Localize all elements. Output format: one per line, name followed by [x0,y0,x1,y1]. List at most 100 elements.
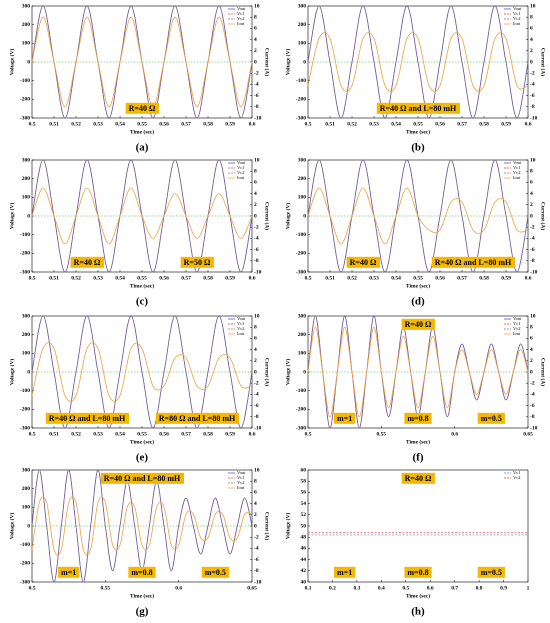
y-tick-label: 42 [301,568,307,574]
legend-label: Iout [237,21,245,26]
y-tick-label: 200 [298,332,307,338]
y-tick-label: 0 [27,213,30,219]
y2-tick-label: -10 [530,425,538,431]
annotation-box [128,566,156,578]
y2-axis-label: Current (A) [264,358,271,386]
x-tick-label: 0.57 [457,275,467,281]
y-tick-label: 48 [301,534,307,540]
x-tick-label: 0.5 [29,121,36,127]
legend-label: Iout [237,331,245,336]
annotation: R=40 Ω [129,104,156,113]
x-tick-label: 0.55 [137,121,147,127]
annotation: R=40 Ω and L=80 mH [49,414,126,423]
annotation-box [477,566,505,578]
y-tick-label: -300 [20,269,30,275]
x-axis-label: Time (sec) [130,592,154,599]
y2-tick-label: -2 [254,70,259,76]
y-tick-label: 200 [22,176,31,182]
legend-label: Vc2 [237,16,245,21]
x-tick-label: 0.59 [225,275,235,281]
y2-axis-label: Current (A) [264,48,271,76]
y2-tick-label: 10 [530,3,536,9]
y-tick-label: 0 [303,369,306,375]
legend-label: Vc1 [513,165,521,170]
y2-tick-label: 10 [530,157,536,163]
x-tick-label: 0.56 [435,275,445,281]
legend-label: Vc2 [513,170,521,175]
x-tick-label: 0.6 [451,431,458,437]
y-axis-label: Voltage (V) [284,203,291,230]
y-tick-label: 0 [27,369,30,375]
x-tick-label: 0.52 [71,121,81,127]
y2-tick-label: -4 [530,392,535,398]
y2-tick-label: 2 [254,202,257,208]
y2-tick-label: 6 [530,336,533,342]
legend-label: Vc2 [237,480,245,485]
series-line [31,342,253,402]
x-axis-label: Time (sec) [406,282,430,289]
y-tick-label: 0 [27,523,30,529]
y2-tick-label: -2 [530,70,535,76]
y-tick-label: -300 [296,425,306,431]
y-tick-label: -100 [296,78,306,84]
y2-tick-label: -6 [530,403,535,409]
x-tick-label: 0.5 [305,121,312,127]
x-tick-label: 0.54 [391,121,401,127]
y2-tick-label: -8 [530,258,535,264]
legend-label: Vc2 [513,475,521,480]
y2-tick-label: 2 [254,358,257,364]
y2-tick-label: -4 [530,236,535,242]
y2-tick-label: -8 [254,258,259,264]
y2-tick-label: -2 [530,224,535,230]
y-tick-label: 0 [303,59,306,65]
legend-label: Iout [513,175,521,180]
y2-tick-label: 8 [530,168,533,174]
y2-tick-label: -4 [530,82,535,88]
x-tick-label: 1 [527,585,530,591]
x-tick-label: 0.3 [353,585,360,591]
y-tick-label: 300 [22,3,31,9]
y-axis-label: Voltage (V) [284,49,291,76]
y-tick-label: -100 [20,388,30,394]
x-axis-label: Time (sec) [406,438,430,445]
annotation-box [155,412,239,424]
x-tick-label: 0.53 [93,121,103,127]
x-tick-label: 0.6 [427,585,434,591]
x-tick-label: 0.55 [377,431,387,437]
y2-tick-label: 8 [530,324,533,330]
y2-tick-label: 4 [254,191,257,197]
y2-tick-label: 6 [530,180,533,186]
annotation-box [334,412,356,424]
x-tick-label: 0.6 [175,585,182,591]
y2-tick-label: 8 [254,324,257,330]
y2-tick-label: 8 [254,14,257,20]
y2-tick-label: 8 [254,168,257,174]
x-tick-label: 0.51 [325,121,335,127]
annotation-box [70,256,104,268]
y2-tick-label: -8 [530,414,535,420]
y2-tick-label: -10 [530,115,538,121]
legend-label: Vout [513,6,522,11]
x-tick-label: 0.54 [115,431,125,437]
y2-tick-label: 0 [254,369,257,375]
y-tick-label: 300 [298,157,307,163]
x-tick-label: 0.57 [457,121,467,127]
y2-axis-label: Current (A) [264,512,271,540]
y-tick-label: -300 [20,425,30,431]
legend-label: Vout [237,6,246,11]
x-axis-label: Time (sec) [130,438,154,445]
y-tick-label: 58 [301,478,307,484]
x-tick-label: 0.5 [402,585,409,591]
x-tick-label: 0.55 [413,275,423,281]
legend-label: Vout [513,160,522,165]
annotation: m=1 [61,568,76,577]
x-axis-label: Time (sec) [130,282,154,289]
annotation: R=40 Ω and L=80 mH [435,258,512,267]
y-tick-label: -300 [296,115,306,121]
y-tick-label: 44 [301,557,307,563]
annotation: R=40 Ω [74,258,101,267]
x-tick-label: 0.5 [29,275,36,281]
x-tick-label: 0.56 [159,275,169,281]
legend-label: Vc1 [513,11,521,16]
y-tick-label: -200 [20,97,30,103]
